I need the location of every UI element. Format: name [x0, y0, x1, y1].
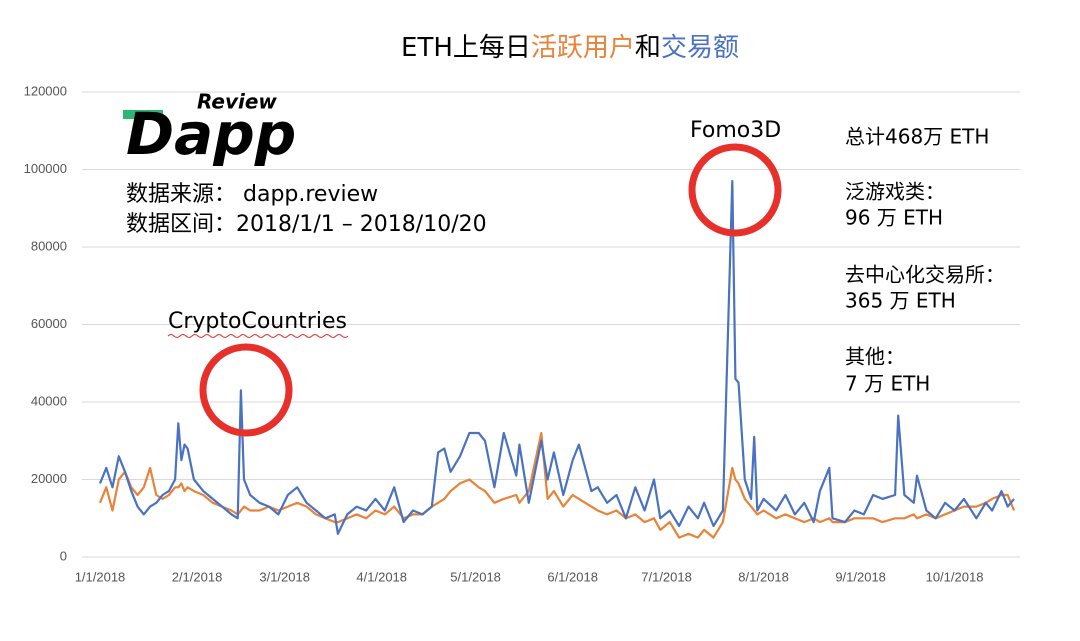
y-tick-label: 100000	[24, 161, 67, 176]
y-tick-label: 20000	[31, 471, 67, 486]
x-tick-label: 7/1/2018	[641, 569, 692, 584]
summary: 总计468万 ETH	[845, 125, 989, 149]
source: 数据区间：2018/1/1 – 2018/10/20	[126, 212, 487, 237]
summary: 96 万 ETH	[845, 206, 943, 230]
logo: Review Dapp	[123, 90, 296, 168]
summary: 其他：	[845, 345, 905, 369]
highlight-circle	[688, 143, 782, 237]
source: 数据来源： dapp.review	[126, 182, 378, 207]
highlight-circle	[199, 343, 293, 437]
x-tick-label: 1/1/2018	[75, 569, 126, 584]
y-tick-label: 60000	[31, 316, 67, 331]
summary: 7 万 ETH	[845, 372, 930, 396]
series-line	[98, 431, 1016, 539]
title-series: 活跃用户	[531, 33, 635, 63]
x-tick-label: 3/1/2018	[259, 569, 310, 584]
x-tick-label: 9/1/2018	[835, 569, 886, 584]
chart-title: ETH上每日活跃用户和交易额	[401, 33, 739, 63]
summary: 365 万 ETH	[845, 289, 956, 313]
y-tick-label: 80000	[31, 238, 67, 253]
plot	[98, 180, 1016, 539]
y-tick-label: 0	[60, 548, 67, 563]
title-joiner: 和	[635, 33, 661, 63]
x-tick-label: 5/1/2018	[450, 569, 501, 584]
series-line	[98, 180, 1015, 535]
summary: 去中心化交易所：	[845, 263, 1005, 287]
title-series: 交易额	[661, 33, 739, 63]
logo-big: Dapp	[126, 100, 296, 168]
x-tick-label: 6/1/2018	[547, 569, 598, 584]
logo-bar	[123, 110, 163, 119]
annotation: Fomo3D	[690, 118, 781, 143]
x-tick-label: 2/1/2018	[172, 569, 223, 584]
annotation: CryptoCountries	[168, 309, 347, 334]
y-tick-label: 40000	[31, 393, 67, 408]
summary: 泛游戏类：	[845, 180, 945, 204]
x-tick-label: 4/1/2018	[356, 569, 407, 584]
x-tick-label: 8/1/2018	[738, 569, 789, 584]
spell-underline	[167, 334, 349, 338]
x-tick-label: 10/1/2018	[926, 569, 984, 584]
y-tick-label: 120000	[24, 83, 67, 98]
logo-small: Review	[197, 90, 277, 114]
title-prefix: ETH上每日	[401, 33, 531, 63]
